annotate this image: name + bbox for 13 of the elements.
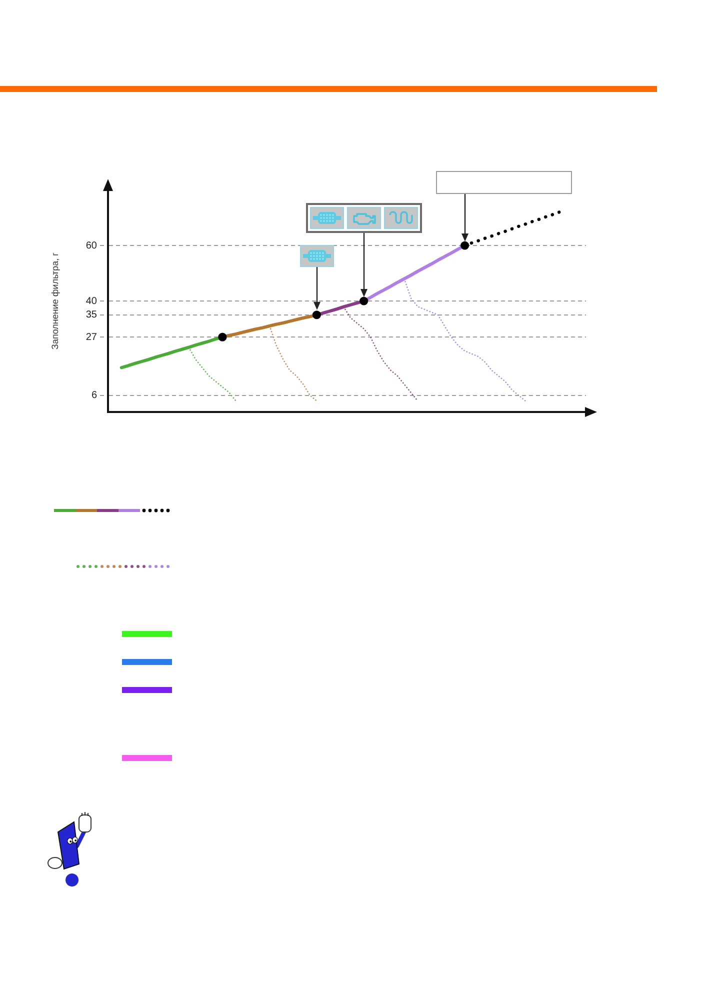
point [218,332,227,342]
point [460,241,470,250]
y-axis-title: Заполнение фильтра, г [50,252,60,350]
y-tick-label: 40 [86,296,98,307]
y-tick-label: 60 [86,240,98,252]
y-tick-label: 35 [86,310,98,321]
point [360,296,368,306]
line-series [268,325,318,402]
point [312,310,322,320]
line-series [188,346,237,402]
y-tick-label: 6 [91,390,98,402]
y-tick-label: 27 [86,332,98,343]
line-series [342,306,418,402]
